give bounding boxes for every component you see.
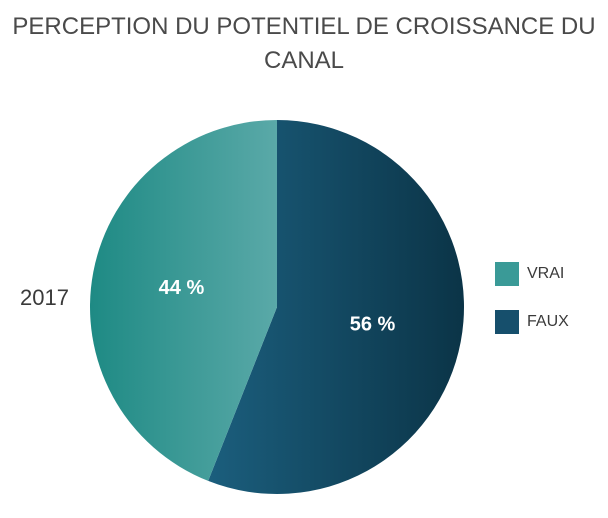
legend-label-faux: FAUX (527, 313, 569, 330)
pie-slice-vrai (90, 120, 277, 481)
chart-title-line-1: PERCEPTION DU POTENTIEL DE CROISSANCE DU (12, 13, 596, 40)
legend-swatch-vrai (495, 262, 519, 286)
pie-labels: 56 % 44 % (159, 277, 396, 335)
legend: VRAI FAUX (495, 260, 569, 356)
pie-slices (90, 120, 464, 494)
legend-item-vrai: VRAI (495, 260, 569, 288)
legend-label-vrai: VRAI (527, 265, 565, 282)
chart-title: PERCEPTION DU POTENTIEL DE CROISSANCE DU… (0, 10, 608, 78)
legend-item-faux: FAUX (495, 308, 569, 336)
series-label: 2017 (20, 285, 69, 310)
pie-slice-faux (208, 120, 464, 494)
legend-swatch-faux (495, 310, 519, 334)
data-label-vrai: 44 % (159, 277, 205, 299)
chart-title-line-2: CANAL (263, 47, 345, 74)
data-label-faux: 56 % (350, 314, 396, 336)
